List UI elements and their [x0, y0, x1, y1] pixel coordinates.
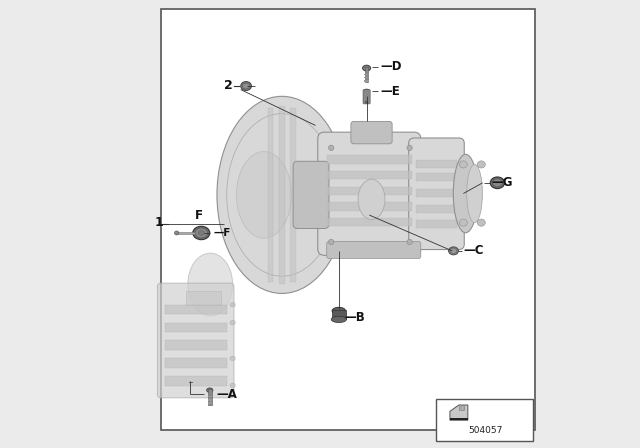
Ellipse shape [460, 161, 467, 168]
Bar [332, 310, 346, 319]
Bar [209, 389, 212, 405]
Ellipse shape [328, 145, 334, 151]
FancyBboxPatch shape [293, 161, 329, 228]
Bar [279, 106, 285, 284]
Bar [164, 323, 227, 332]
Bar [208, 402, 212, 404]
Ellipse shape [230, 302, 236, 307]
Polygon shape [450, 405, 468, 420]
Ellipse shape [230, 383, 236, 388]
Text: 1: 1 [154, 216, 163, 229]
Text: 504057: 504057 [468, 426, 503, 435]
Bar [164, 305, 227, 314]
Bar [327, 218, 412, 226]
Bar [268, 108, 273, 282]
Ellipse shape [195, 228, 207, 238]
Bar [327, 187, 412, 195]
Ellipse shape [230, 320, 236, 325]
Bar [327, 155, 412, 164]
Ellipse shape [207, 388, 213, 392]
Bar [417, 173, 457, 181]
Ellipse shape [193, 226, 210, 240]
Ellipse shape [241, 82, 252, 90]
Bar [164, 376, 227, 386]
Ellipse shape [467, 164, 483, 223]
Bar [327, 171, 412, 179]
Text: —F: —F [213, 228, 231, 237]
Ellipse shape [460, 219, 467, 226]
Ellipse shape [332, 316, 346, 323]
Bar [364, 80, 369, 82]
Bar [417, 189, 457, 197]
Bar [177, 232, 197, 234]
Ellipse shape [217, 96, 347, 293]
Ellipse shape [230, 356, 236, 361]
Ellipse shape [198, 231, 204, 235]
Text: 2: 2 [225, 78, 233, 92]
Text: F: F [195, 209, 203, 223]
Ellipse shape [174, 231, 179, 235]
Ellipse shape [236, 151, 292, 238]
Bar [364, 74, 369, 75]
Ellipse shape [477, 161, 485, 168]
Text: —B: —B [344, 310, 365, 324]
Ellipse shape [243, 83, 250, 89]
Ellipse shape [493, 179, 502, 186]
Ellipse shape [365, 101, 368, 103]
Ellipse shape [449, 247, 458, 255]
Bar [164, 358, 227, 368]
Bar [186, 291, 221, 305]
Ellipse shape [477, 219, 485, 226]
Ellipse shape [332, 307, 346, 314]
Bar [436, 399, 532, 441]
Ellipse shape [328, 239, 334, 245]
Bar [417, 205, 457, 213]
FancyBboxPatch shape [409, 138, 464, 250]
Text: —D: —D [380, 60, 401, 73]
Bar [208, 399, 212, 401]
Bar [364, 77, 369, 78]
FancyBboxPatch shape [351, 121, 392, 144]
FancyBboxPatch shape [363, 90, 370, 104]
Ellipse shape [453, 154, 478, 233]
FancyBboxPatch shape [157, 283, 234, 398]
Ellipse shape [362, 65, 371, 71]
Ellipse shape [358, 179, 385, 220]
Ellipse shape [490, 177, 504, 189]
Text: —C: —C [464, 244, 484, 258]
FancyBboxPatch shape [317, 132, 421, 255]
Text: —G: —G [492, 176, 513, 190]
Bar [417, 220, 457, 228]
Bar [291, 108, 296, 282]
Polygon shape [459, 405, 464, 410]
Bar [417, 160, 457, 168]
Bar [450, 418, 468, 420]
Text: —E: —E [380, 85, 400, 98]
Ellipse shape [188, 253, 233, 316]
Bar [164, 340, 227, 350]
Bar [208, 396, 212, 397]
Bar [365, 67, 369, 82]
Bar [161, 9, 535, 430]
FancyBboxPatch shape [327, 241, 421, 258]
Text: —A: —A [216, 388, 237, 401]
Ellipse shape [407, 239, 412, 245]
Ellipse shape [364, 89, 370, 94]
Bar [327, 202, 412, 211]
Ellipse shape [451, 248, 457, 254]
Ellipse shape [407, 145, 412, 151]
